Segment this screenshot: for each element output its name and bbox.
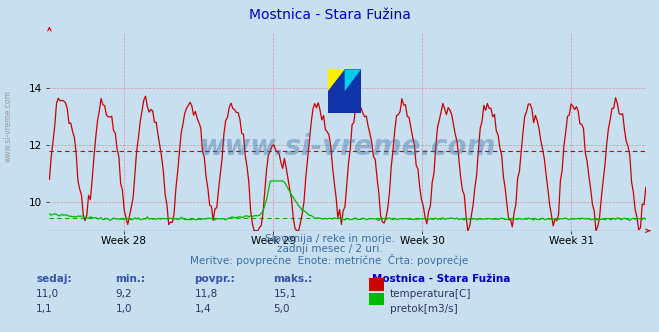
Text: 1,4: 1,4 bbox=[194, 304, 211, 314]
Text: temperatura[C]: temperatura[C] bbox=[390, 289, 472, 299]
Polygon shape bbox=[328, 69, 345, 91]
Bar bbox=[328, 69, 361, 113]
Text: 11,8: 11,8 bbox=[194, 289, 217, 299]
Polygon shape bbox=[345, 69, 361, 91]
Text: pretok[m3/s]: pretok[m3/s] bbox=[390, 304, 458, 314]
Text: min.:: min.: bbox=[115, 274, 146, 284]
Text: zadnji mesec / 2 uri.: zadnji mesec / 2 uri. bbox=[277, 244, 382, 254]
Text: povpr.:: povpr.: bbox=[194, 274, 235, 284]
Text: www.si-vreme.com: www.si-vreme.com bbox=[200, 133, 496, 161]
Text: Mostnica - Stara Fužina: Mostnica - Stara Fužina bbox=[248, 8, 411, 22]
Text: 5,0: 5,0 bbox=[273, 304, 290, 314]
Text: 1,0: 1,0 bbox=[115, 304, 132, 314]
Text: Slovenija / reke in morje.: Slovenija / reke in morje. bbox=[264, 234, 395, 244]
Text: Meritve: povprečne  Enote: metrične  Črta: povprečje: Meritve: povprečne Enote: metrične Črta:… bbox=[190, 254, 469, 266]
Text: Mostnica - Stara Fužina: Mostnica - Stara Fužina bbox=[372, 274, 511, 284]
Text: sedaj:: sedaj: bbox=[36, 274, 72, 284]
Text: 15,1: 15,1 bbox=[273, 289, 297, 299]
Text: 9,2: 9,2 bbox=[115, 289, 132, 299]
Text: 11,0: 11,0 bbox=[36, 289, 59, 299]
Text: 1,1: 1,1 bbox=[36, 304, 53, 314]
Text: www.si-vreme.com: www.si-vreme.com bbox=[3, 90, 13, 162]
Text: maks.:: maks.: bbox=[273, 274, 313, 284]
